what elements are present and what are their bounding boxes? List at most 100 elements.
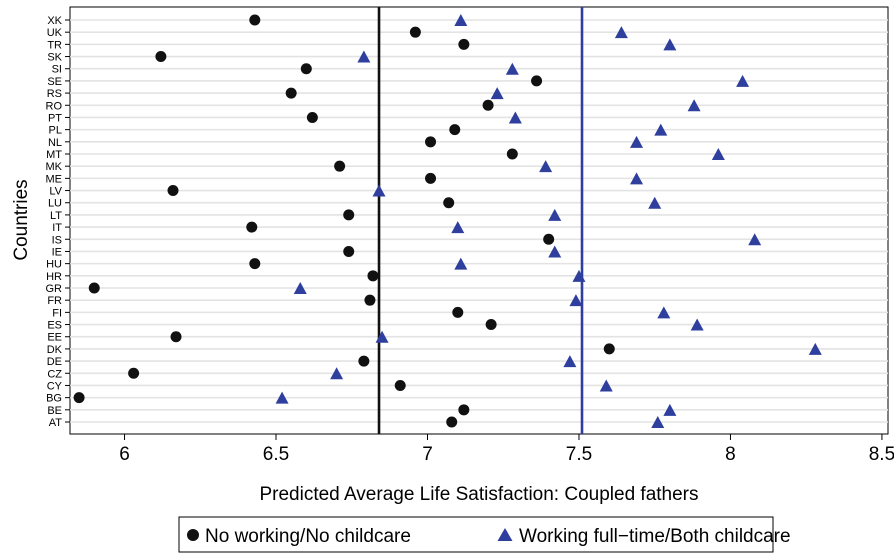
x-tick-label-7: 7: [422, 444, 433, 465]
point-no-working-pl: [449, 124, 461, 136]
point-working-full-time-uk: [614, 26, 628, 39]
x-tick-label-6-5: 6.5: [263, 444, 289, 465]
y-tick-label-dk: DK: [47, 344, 63, 356]
y-tick-label-sk: SK: [47, 52, 62, 64]
point-working-full-time-pt: [508, 111, 522, 124]
point-working-full-time-dk: [808, 342, 822, 355]
y-tick-label-es: ES: [47, 320, 62, 332]
point-no-working-es: [485, 319, 497, 331]
point-no-working-cy: [394, 379, 406, 391]
point-working-full-time-lt: [548, 208, 562, 221]
point-no-working-rs: [285, 87, 297, 99]
point-working-full-time-me: [630, 172, 644, 185]
point-no-working-xk: [249, 14, 261, 26]
point-working-full-time-tr: [663, 38, 677, 51]
point-working-full-time-fi: [657, 306, 671, 319]
y-axis-title: Countries: [11, 179, 32, 260]
point-working-full-time-pl: [654, 123, 668, 136]
x-tick-label-8-5: 8.5: [869, 444, 894, 465]
point-working-full-time-ro: [687, 99, 701, 112]
point-no-working-nl: [425, 136, 437, 148]
y-tick-label-tr: TR: [47, 39, 62, 51]
point-no-working-fi: [452, 306, 464, 318]
point-no-working-cz: [128, 367, 140, 379]
point-no-working-tr: [458, 38, 470, 50]
point-working-full-time-be: [663, 403, 677, 416]
point-no-working-pt: [306, 111, 318, 123]
category-labels: XKUKTRSKSISERSROPTPLNLMTMKMELVLULTITISIE…: [46, 15, 70, 429]
point-working-full-time-cz: [330, 367, 344, 380]
x-tick-label-8: 8: [725, 444, 736, 465]
y-tick-label-at: AT: [49, 417, 63, 429]
legend-label-working-full-time: Working full−time/Both childcare: [519, 526, 791, 547]
legend-box: [178, 516, 774, 553]
point-working-full-time-mt: [711, 148, 725, 160]
y-tick-label-nl: NL: [48, 137, 62, 149]
y-tick-label-hr: HR: [46, 271, 62, 283]
point-no-working-is: [543, 233, 555, 245]
y-tick-label-ro: RO: [46, 100, 63, 112]
point-working-full-time-bg: [275, 391, 289, 404]
y-tick-label-gr: GR: [46, 283, 63, 295]
y-tick-label-pt: PT: [48, 112, 62, 124]
y-tick-label-fi: FI: [52, 307, 62, 319]
point-no-working-lt: [343, 209, 355, 221]
point-no-working-hr: [367, 270, 379, 282]
point-working-full-time-lv: [372, 184, 386, 197]
point-no-working-gr: [88, 282, 100, 294]
point-working-full-time-is: [748, 233, 762, 246]
y-tick-label-rs: RS: [47, 88, 62, 100]
y-tick-label-is: IS: [52, 234, 62, 246]
point-no-working-dk: [603, 343, 615, 355]
point-working-full-time-at: [651, 416, 665, 428]
y-tick-label-xk: XK: [47, 15, 62, 27]
point-working-full-time-es: [690, 318, 704, 331]
data-points: [73, 14, 822, 428]
point-working-full-time-nl: [630, 135, 644, 148]
y-tick-label-cz: CZ: [47, 368, 62, 380]
x-tick-label-7-5: 7.5: [566, 444, 592, 465]
y-tick-label-si: SI: [52, 64, 62, 76]
legend-marker-no-working: [187, 529, 199, 541]
y-tick-label-it: IT: [52, 222, 62, 234]
point-no-working-lv: [167, 185, 179, 197]
y-tick-label-ie: IE: [52, 246, 62, 258]
point-working-full-time-de: [563, 355, 577, 368]
y-tick-label-fr: FR: [47, 295, 62, 307]
plot-area: [69, 6, 889, 435]
y-tick-label-be: BE: [47, 405, 62, 417]
point-no-working-me: [425, 172, 437, 184]
y-tick-label-mk: MK: [46, 161, 63, 173]
legend: No working/No childcare Working full−tim…: [178, 516, 791, 553]
point-no-working-de: [358, 355, 370, 367]
point-no-working-fr: [364, 294, 376, 306]
y-tick-label-lv: LV: [49, 186, 62, 198]
point-working-full-time-mk: [539, 160, 553, 173]
point-working-full-time-it: [451, 221, 465, 234]
y-tick-label-se: SE: [47, 76, 62, 88]
x-tick-label-6: 6: [119, 444, 130, 465]
y-tick-label-bg: BG: [46, 393, 62, 405]
point-working-full-time-cy: [599, 379, 613, 392]
y-tick-label-pl: PL: [49, 125, 62, 137]
point-no-working-it: [246, 221, 258, 233]
point-no-working-sk: [155, 51, 167, 63]
point-working-full-time-ie: [548, 245, 562, 258]
point-working-full-time-si: [505, 62, 519, 75]
point-working-full-time-ee: [375, 330, 389, 343]
y-tick-label-hu: HU: [46, 259, 62, 271]
point-working-full-time-xk: [454, 14, 468, 26]
legend-label-no-working: No working/No childcare: [205, 526, 411, 547]
reference-lines: [377, 7, 584, 434]
legend-marker-working-full-time: [497, 528, 513, 541]
point-no-working-si: [300, 63, 312, 75]
point-no-working-mt: [506, 148, 518, 160]
y-tick-label-lt: LT: [50, 210, 62, 222]
point-no-working-ro: [482, 99, 494, 111]
point-no-working-uk: [409, 26, 421, 38]
point-no-working-lu: [443, 197, 455, 209]
point-working-full-time-rs: [490, 87, 504, 100]
point-no-working-at: [446, 416, 458, 428]
x-axis-title: Predicted Average Life Satisfaction: Cou…: [259, 484, 698, 505]
